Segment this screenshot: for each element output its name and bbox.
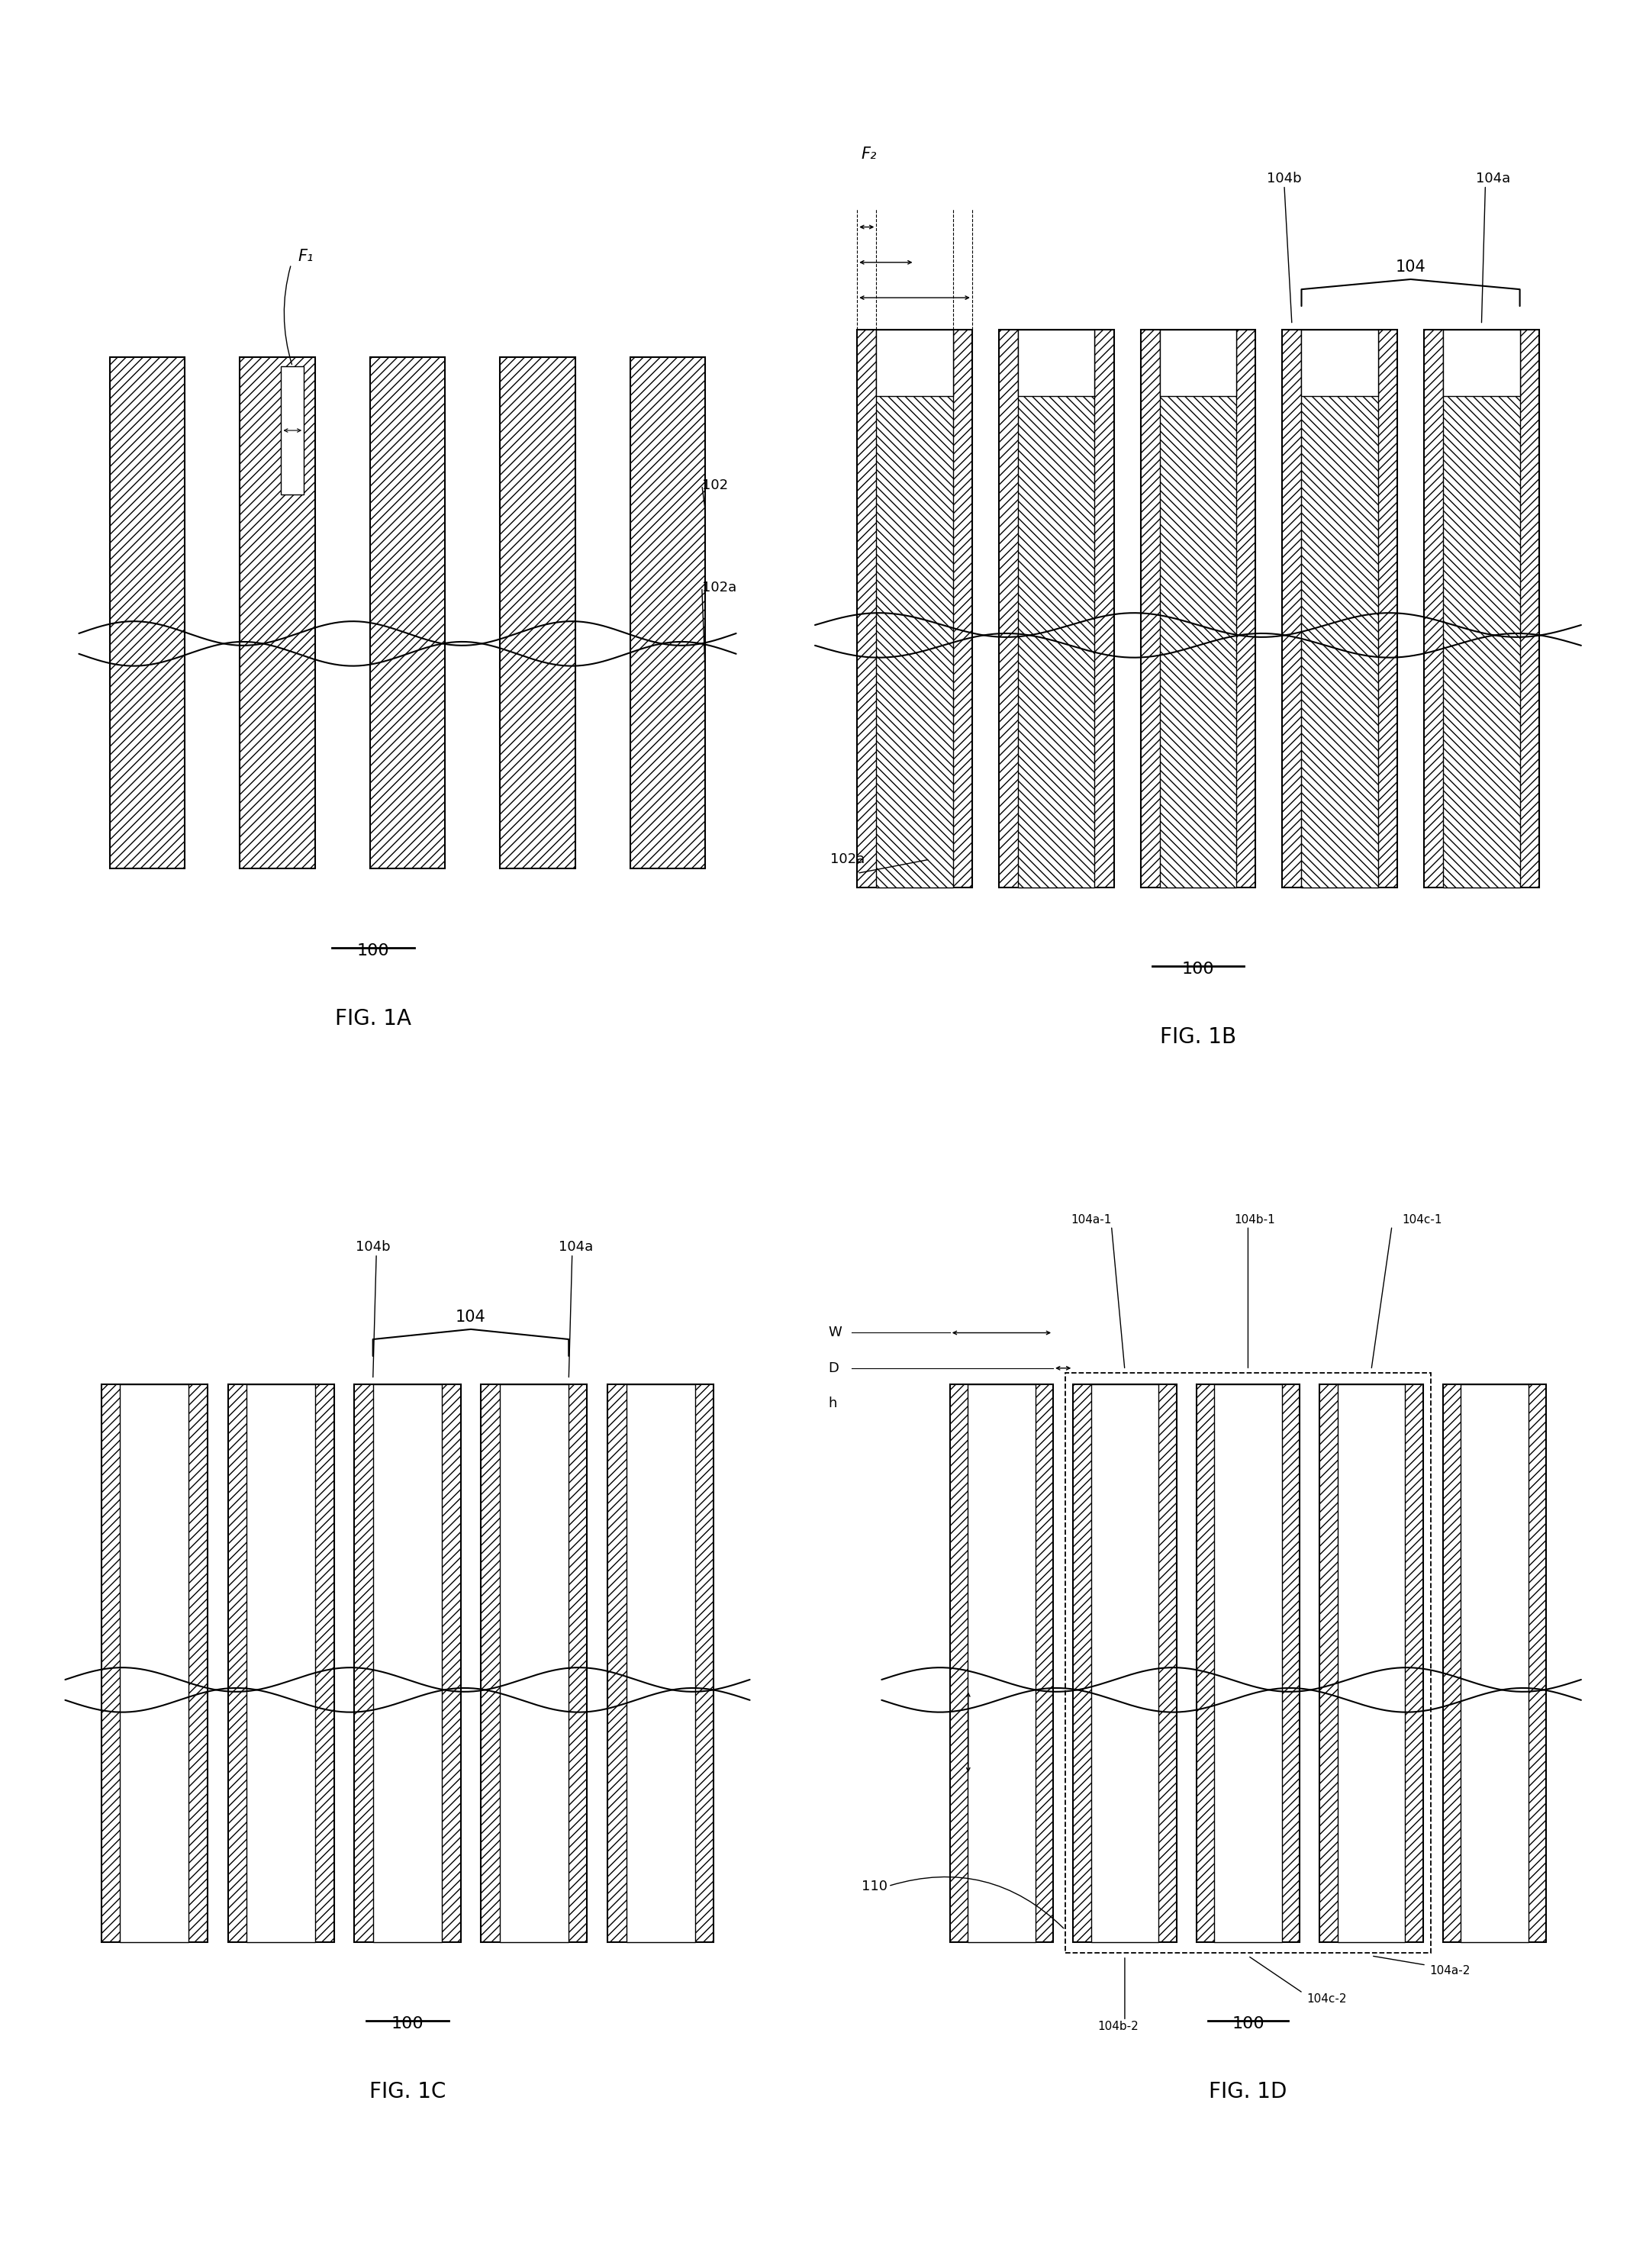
Text: 104b: 104b [1267, 172, 1302, 186]
Bar [1443, 1383, 1547, 1941]
Text: h: h [828, 1397, 836, 1411]
Bar [1019, 329, 1095, 397]
Bar [1161, 329, 1237, 397]
Bar [1064, 1372, 1431, 1953]
Bar [1161, 329, 1237, 887]
Text: 104c-2: 104c-2 [1306, 1994, 1346, 2005]
Text: 100: 100 [357, 943, 390, 959]
Text: 102a: 102a [830, 853, 866, 866]
Bar [1090, 1383, 1159, 1941]
Text: 104a-2: 104a-2 [1430, 1964, 1470, 1975]
Bar [481, 1383, 587, 1941]
Text: 104a-1: 104a-1 [1071, 1213, 1112, 1225]
Bar [608, 1383, 714, 1941]
Text: FIG. 1C: FIG. 1C [370, 2082, 445, 2102]
Bar [282, 367, 303, 494]
Bar [1301, 329, 1377, 397]
Bar [999, 329, 1113, 887]
Bar [1338, 1383, 1405, 1941]
Text: 104a: 104a [559, 1241, 593, 1254]
Text: 100: 100 [1232, 2016, 1265, 2032]
Text: 104: 104 [1395, 259, 1426, 274]
Bar [228, 1383, 334, 1941]
Bar [499, 1383, 569, 1941]
Text: 104: 104 [456, 1309, 486, 1325]
Bar [370, 358, 445, 869]
Bar [500, 358, 575, 869]
Bar [1141, 329, 1255, 887]
Text: 102a: 102a [703, 581, 737, 594]
Bar [877, 329, 954, 397]
Bar [373, 1383, 442, 1941]
Bar [629, 358, 706, 869]
Text: FIG. 1D: FIG. 1D [1209, 2082, 1288, 2102]
Text: 110: 110 [862, 1880, 888, 1894]
Text: FIG. 1B: FIG. 1B [1161, 1027, 1236, 1048]
Bar [109, 358, 184, 869]
Text: W: W [828, 1327, 841, 1340]
Bar [1214, 1383, 1281, 1941]
Text: 100: 100 [1182, 962, 1214, 978]
Bar [1196, 1383, 1299, 1941]
Text: 104b-2: 104b-2 [1097, 2021, 1139, 2032]
Text: 100: 100 [391, 2016, 424, 2032]
Text: 104b: 104b [355, 1241, 390, 1254]
Bar [119, 1383, 189, 1941]
Bar [1283, 329, 1397, 887]
Text: 104c-1: 104c-1 [1402, 1213, 1443, 1225]
Bar [626, 1383, 696, 1941]
Bar [1425, 329, 1539, 887]
Text: F₂: F₂ [861, 147, 877, 161]
Bar [1073, 1383, 1177, 1941]
Text: FIG. 1A: FIG. 1A [336, 1007, 411, 1030]
Bar [354, 1383, 461, 1941]
Bar [101, 1383, 207, 1941]
Text: 102: 102 [703, 479, 729, 492]
Bar [240, 358, 315, 869]
Bar [877, 329, 954, 887]
Text: 104a: 104a [1475, 172, 1511, 186]
Bar [1019, 329, 1095, 887]
Bar [1443, 329, 1519, 887]
Text: D: D [828, 1361, 839, 1374]
Bar [968, 1383, 1035, 1941]
Text: 104b-1: 104b-1 [1234, 1213, 1275, 1225]
Bar [1301, 329, 1377, 887]
Bar [950, 1383, 1053, 1941]
Bar [857, 329, 971, 887]
Bar [1460, 1383, 1529, 1941]
Bar [246, 1383, 316, 1941]
Bar [1320, 1383, 1423, 1941]
Text: F₁: F₁ [298, 249, 313, 265]
Bar [1443, 329, 1519, 397]
